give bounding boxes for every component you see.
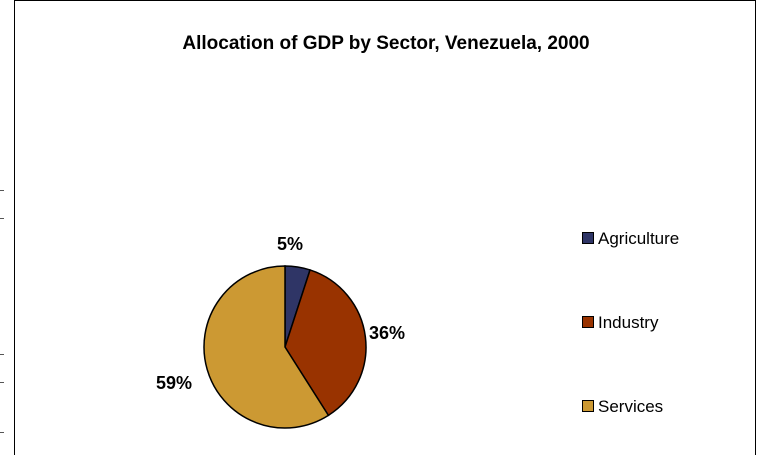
legend-label-industry: Industry [598, 313, 659, 332]
pie-chart: 5% 36% 59% [156, 234, 405, 429]
legend-swatch-services [582, 400, 594, 412]
data-label-agriculture: 5% [277, 234, 303, 254]
edge-tick [0, 190, 4, 191]
legend-swatch-industry [582, 316, 594, 328]
edge-tick [0, 432, 4, 433]
data-label-industry: 36% [369, 323, 405, 343]
legend-swatch-agriculture [582, 232, 594, 244]
legend-label-agriculture: Agriculture [598, 229, 680, 248]
pie-slice-services [203, 265, 330, 429]
data-label-services: 59% [156, 373, 192, 393]
chart-frame: Allocation of GDP by Sector, Venezuela, … [14, 0, 756, 455]
chart-title: Allocation of GDP by Sector, Venezuela, … [182, 33, 590, 54]
edge-tick [0, 354, 4, 355]
legend-label-services: Services [598, 397, 664, 416]
pie-slice-industry [284, 269, 367, 417]
edge-tick [0, 382, 4, 383]
edge-tick [0, 218, 4, 219]
